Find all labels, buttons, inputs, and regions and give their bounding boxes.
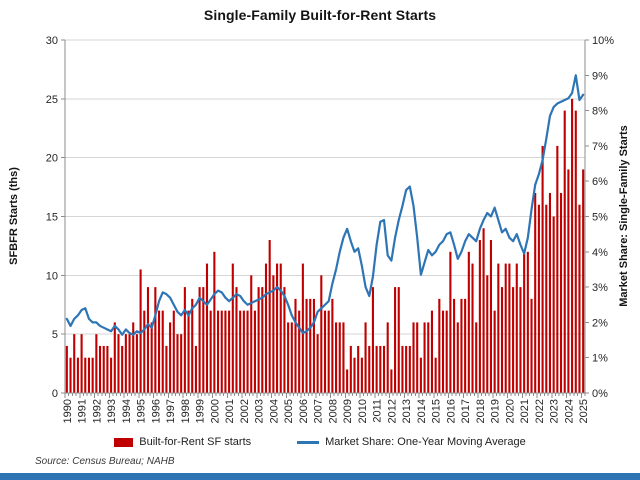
right-axis-title: Market Share: Single-Family Starts [618,125,630,307]
bar-series-swatch [114,437,134,447]
svg-text:2002: 2002 [239,399,251,423]
svg-text:2014: 2014 [416,399,428,423]
svg-text:2023: 2023 [549,399,561,423]
chart-title: Single-Family Built-for-Rent Starts [203,7,437,23]
svg-text:9%: 9% [592,70,608,82]
footer-accent-bar [0,473,640,480]
svg-text:2009: 2009 [342,399,354,423]
svg-text:10: 10 [46,270,58,282]
svg-text:25: 25 [46,94,58,106]
svg-text:2025: 2025 [578,399,590,423]
line-series-swatch [297,440,320,444]
legend: Built-for-Rent SF starts Market Share: O… [0,433,640,451]
svg-text:2%: 2% [592,317,608,329]
svg-text:0%: 0% [592,388,608,400]
svg-text:5%: 5% [592,212,608,224]
svg-text:2018: 2018 [475,399,487,423]
svg-text:8%: 8% [592,106,608,118]
svg-text:20: 20 [46,153,58,165]
svg-text:1990: 1990 [62,399,74,423]
svg-text:10%: 10% [592,35,614,47]
svg-text:2012: 2012 [386,399,398,423]
svg-text:1996: 1996 [150,399,162,423]
svg-text:2022: 2022 [534,399,546,423]
svg-text:1994: 1994 [121,399,133,423]
svg-text:15: 15 [46,212,58,224]
svg-text:1992: 1992 [91,399,103,423]
svg-text:2011: 2011 [372,399,384,423]
svg-text:1999: 1999 [195,399,207,423]
svg-text:2016: 2016 [445,399,457,423]
svg-text:1998: 1998 [180,399,192,423]
svg-text:1997: 1997 [165,399,177,423]
svg-text:2020: 2020 [504,399,516,423]
svg-text:2005: 2005 [283,399,295,423]
svg-text:2021: 2021 [519,399,531,423]
svg-text:2024: 2024 [563,399,575,423]
svg-text:1991: 1991 [77,399,89,423]
legend-item-line: Market Share: One-Year Moving Average [297,436,526,448]
svg-text:3%: 3% [592,282,608,294]
svg-text:2000: 2000 [209,399,221,423]
svg-text:2004: 2004 [268,399,280,423]
svg-text:2003: 2003 [254,399,266,423]
left-axis-title: SFBFR Starts (ths) [8,167,20,265]
svg-text:1995: 1995 [136,399,148,423]
svg-text:0: 0 [52,388,58,400]
svg-text:5: 5 [52,329,58,341]
svg-text:1%: 1% [592,353,608,365]
svg-text:2001: 2001 [224,399,236,423]
svg-text:2013: 2013 [401,399,413,423]
svg-text:2015: 2015 [431,399,443,423]
svg-text:2010: 2010 [357,399,369,423]
svg-text:6%: 6% [592,176,608,188]
svg-text:1993: 1993 [106,399,118,423]
svg-text:2008: 2008 [327,399,339,423]
svg-text:2006: 2006 [298,399,310,423]
svg-text:2007: 2007 [313,399,325,423]
source-note: Source: Census Bureau; NAHB [35,456,175,467]
legend-item-bars: Built-for-Rent SF starts [114,436,251,448]
legend-label-bars: Built-for-Rent SF starts [139,436,252,448]
legend-label-line: Market Share: One-Year Moving Average [325,436,526,448]
svg-text:7%: 7% [592,141,608,153]
svg-text:30: 30 [46,35,58,47]
svg-text:2017: 2017 [460,399,472,423]
svg-text:2019: 2019 [490,399,502,423]
svg-text:4%: 4% [592,247,608,259]
